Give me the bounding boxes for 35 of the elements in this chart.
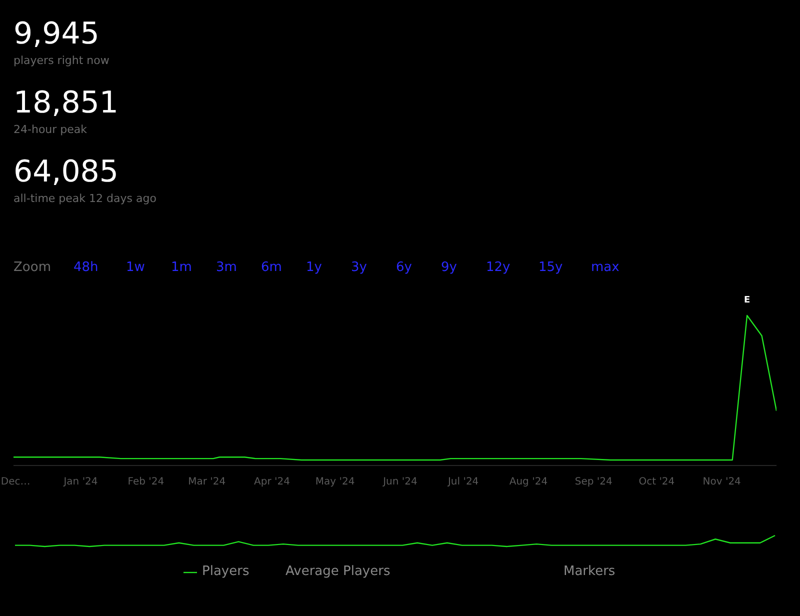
text: 9y	[441, 260, 458, 275]
x-tick-label: Jan '24	[62, 476, 98, 488]
text: 3y	[351, 260, 368, 275]
text: 12y	[486, 260, 511, 275]
text: max	[591, 260, 620, 275]
x-tick-label: Aug '24	[509, 476, 548, 488]
text: 15y	[538, 260, 564, 275]
text: 1w	[126, 260, 146, 275]
x-tick-label: Nov '24	[702, 476, 741, 488]
x-tick-label: Dec…	[0, 476, 30, 488]
legend-label: Players	[202, 564, 250, 579]
x-tick-label: Mar '24	[188, 476, 226, 488]
text: Markers	[564, 564, 616, 579]
text: all-time peak 12 days ago	[14, 192, 157, 205]
text: 1y	[306, 260, 322, 275]
x-tick-label: Jul '24	[446, 476, 479, 488]
text: 9,945	[14, 16, 100, 52]
text: 6y	[396, 260, 412, 275]
text: 48h	[74, 260, 98, 275]
x-tick-label: Sep '24	[574, 476, 612, 488]
x-tick-label: Oct '24	[638, 476, 675, 488]
text: 1m	[171, 260, 192, 275]
text: 3m	[216, 260, 237, 275]
text: players right now	[14, 54, 110, 67]
text: 24-hour peak	[14, 123, 88, 136]
x-tick-label: May '24	[315, 476, 355, 488]
text: Zoom	[14, 260, 51, 275]
x-tick-label: Jun '24	[382, 476, 418, 488]
text: 64,085	[14, 154, 118, 190]
annotation: E	[744, 296, 750, 306]
x-tick-label: Apr '24	[254, 476, 290, 488]
text: 6m	[261, 260, 282, 275]
text: Average Players	[286, 564, 390, 579]
text: 18,851	[14, 86, 118, 120]
x-tick-label: Feb '24	[128, 476, 164, 488]
